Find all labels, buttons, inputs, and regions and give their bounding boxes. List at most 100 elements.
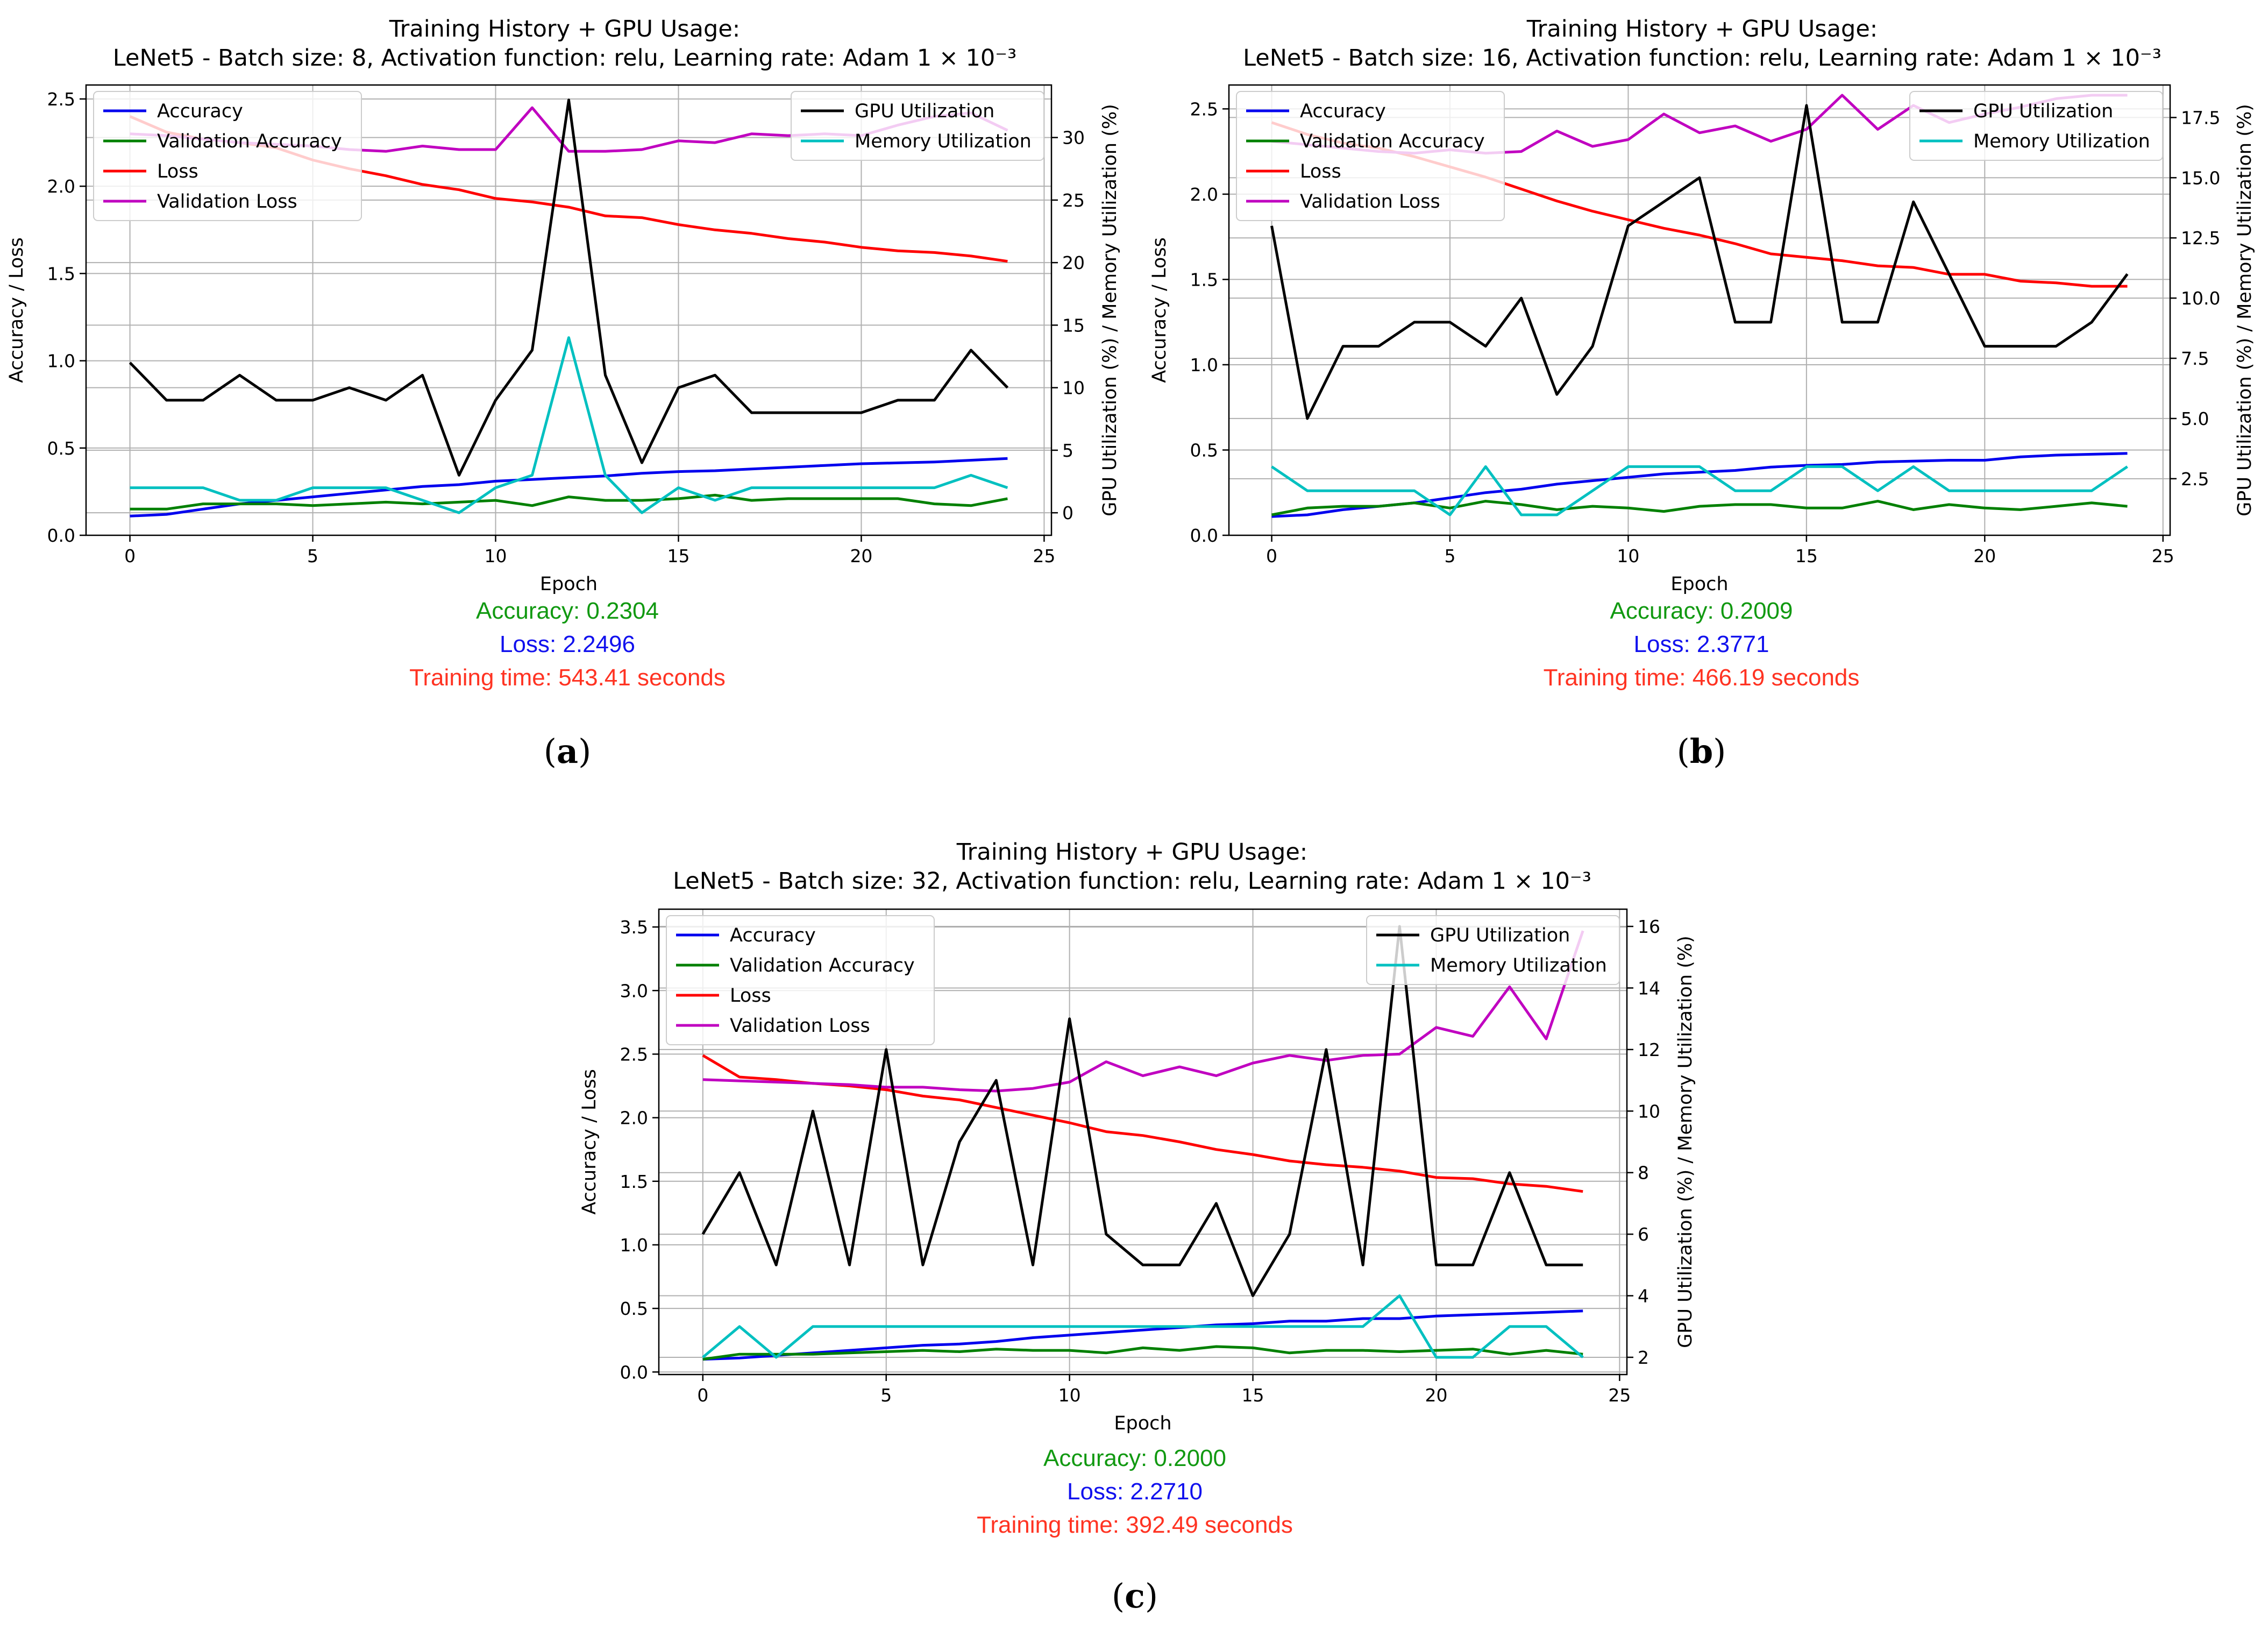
- y2-tick-label: 4: [1638, 1286, 1649, 1307]
- legend-box: [1909, 91, 2163, 161]
- legend-label-validation-loss: Validation Loss: [1300, 191, 1440, 213]
- chart-b: Training History + GPU Usage:LeNet5 - Ba…: [1149, 16, 2256, 595]
- y2-tick-label: 2: [1638, 1347, 1649, 1368]
- y2-tick-label: 10.0: [2181, 288, 2220, 309]
- y-tick-label: 2.0: [1190, 184, 1218, 205]
- series-line-memory-utilization: [130, 336, 1008, 514]
- plot-frame: [658, 908, 1628, 1376]
- x-tick-label: 15: [667, 546, 689, 566]
- y2-axis-label: GPU Utilization (%) / Memory Utilization…: [1099, 104, 1121, 516]
- chart-subtitle: LeNet5 - Batch size: 32, Activation func…: [673, 868, 1591, 895]
- y-tick-label: 0.5: [1190, 440, 1218, 461]
- y-tick-label: 1.5: [620, 1171, 648, 1192]
- y2-tick-label: 7.5: [2181, 348, 2209, 369]
- stats-b: Accuracy: 0.2009 Loss: 2.3771 Training t…: [1135, 594, 2268, 695]
- stat-accuracy: Accuracy: 0.2009: [1610, 598, 1793, 624]
- series-line-gpu-utilization: [1270, 104, 2129, 420]
- legend-label-accuracy: Accuracy: [1300, 101, 1386, 122]
- legend-label-validation-accuracy: Validation Accuracy: [1300, 131, 1485, 152]
- legend-box: [93, 91, 362, 221]
- x-tick-label: 25: [2152, 546, 2174, 566]
- y2-tick-label: 15.0: [2181, 167, 2220, 188]
- series-line-validation-accuracy: [130, 493, 1008, 511]
- x-tick-label: 15: [1795, 546, 1818, 566]
- stat-training-time: Training time: 392.49 seconds: [977, 1512, 1293, 1538]
- x-tick-label: 15: [1242, 1385, 1264, 1406]
- y-tick-label: 1.0: [1190, 355, 1218, 376]
- legend-label-accuracy: Accuracy: [730, 925, 816, 946]
- y-tick-label: 0.0: [47, 525, 75, 546]
- y2-tick-label: 14: [1638, 978, 1660, 998]
- x-tick-label: 10: [1058, 1385, 1081, 1406]
- x-axis-label: Epoch: [1114, 1413, 1171, 1434]
- chart-title: Training History + GPU Usage:: [389, 16, 741, 43]
- y-tick-label: 0.0: [620, 1362, 648, 1383]
- x-tick-label: 10: [485, 546, 507, 566]
- stat-training-time: Training time: 466.19 seconds: [1543, 664, 1860, 691]
- legend-label-validation-accuracy: Validation Accuracy: [730, 955, 915, 976]
- chart-title: Training History + GPU Usage:: [1526, 16, 1878, 43]
- x-tick-label: 20: [1425, 1385, 1447, 1406]
- legend-label-loss: Loss: [1300, 161, 1341, 182]
- y2-tick-label: 12.5: [2181, 228, 2220, 249]
- legend-label-gpu-utilization: GPU Utilization: [1973, 101, 2113, 122]
- y2-tick-label: 2.5: [2181, 469, 2209, 490]
- chart-a: Training History + GPU Usage:LeNet5 - Ba…: [6, 16, 1121, 595]
- y2-tick-label: 20: [1062, 252, 1085, 273]
- x-tick-label: 0: [1266, 546, 1277, 566]
- x-tick-label: 0: [124, 546, 136, 566]
- x-tick-label: 0: [697, 1385, 708, 1406]
- series-line-memory-utilization: [702, 1294, 1584, 1359]
- chart-c: Training History + GPU Usage:LeNet5 - Ba…: [579, 839, 1696, 1434]
- stats-c: Accuracy: 0.2000 Loss: 2.2710 Training t…: [538, 1442, 1732, 1542]
- plot-frame: [1228, 84, 2171, 536]
- y-tick-label: 3.5: [620, 917, 648, 938]
- stat-accuracy: Accuracy: 0.2000: [1043, 1445, 1226, 1471]
- stat-accuracy: Accuracy: 0.2304: [476, 598, 659, 624]
- y-axis-label: Accuracy / Loss: [1149, 237, 1170, 383]
- y2-axis-label: GPU Utilization (%) / Memory Utilization…: [2234, 104, 2256, 516]
- y-tick-label: 2.0: [47, 176, 75, 197]
- y-tick-label: 2.0: [620, 1108, 648, 1129]
- x-axis-label: Epoch: [540, 573, 598, 595]
- legend-label-validation-accuracy: Validation Accuracy: [157, 131, 342, 152]
- legend-label-validation-loss: Validation Loss: [157, 191, 297, 213]
- chart-subtitle: LeNet5 - Batch size: 8, Activation funct…: [113, 45, 1016, 72]
- x-tick-label: 5: [307, 546, 318, 566]
- stats-a: Accuracy: 0.2304 Loss: 2.2496 Training t…: [0, 594, 1135, 695]
- legend-label-memory-utilization: Memory Utilization: [1973, 131, 2150, 152]
- y-tick-label: 0.5: [47, 438, 75, 459]
- series-line-memory-utilization: [1271, 465, 2128, 516]
- y2-tick-label: 10: [1638, 1101, 1660, 1122]
- x-axis-label: Epoch: [1670, 573, 1728, 595]
- x-tick-label: 10: [1617, 546, 1639, 566]
- legend-label-accuracy: Accuracy: [157, 101, 243, 122]
- y-tick-label: 3.0: [620, 980, 648, 1001]
- y-tick-label: 2.5: [620, 1044, 648, 1065]
- sublabel-a: (a): [543, 732, 592, 771]
- legend-label-memory-utilization: Memory Utilization: [1430, 955, 1607, 976]
- legend-label-gpu-utilization: GPU Utilization: [855, 101, 994, 122]
- panel-a: Training History + GPU Usage: LeNet5 - Ba…: [0, 0, 1135, 796]
- y-tick-label: 1.5: [47, 263, 75, 284]
- y2-tick-label: 15: [1062, 315, 1085, 336]
- sublabel-c: (c): [1111, 1576, 1158, 1616]
- y2-tick-label: 17.5: [2181, 107, 2220, 128]
- legend-label-gpu-utilization: GPU Utilization: [1430, 925, 1570, 946]
- x-tick-label: 25: [1033, 546, 1055, 566]
- x-tick-label: 5: [880, 1385, 892, 1406]
- stat-loss: Loss: 2.2496: [500, 631, 635, 657]
- y-tick-label: 2.5: [1190, 98, 1218, 119]
- x-tick-label: 5: [1444, 546, 1455, 566]
- y2-tick-label: 5.0: [2181, 408, 2209, 429]
- y2-axis-label: GPU Utilization (%) / Memory Utilization…: [1675, 936, 1696, 1348]
- chart-subtitle: LeNet5 - Batch size: 16, Activation func…: [1243, 45, 2162, 72]
- series-line-validation-loss: [702, 930, 1584, 1093]
- series-line-gpu-utilization: [129, 98, 1009, 477]
- x-tick-label: 20: [850, 546, 872, 566]
- x-tick-label: 25: [1608, 1385, 1631, 1406]
- legend-label-loss: Loss: [730, 985, 771, 1007]
- y2-tick-label: 12: [1638, 1039, 1660, 1060]
- x-tick-label: 20: [1973, 546, 1996, 566]
- y-tick-label: 1.5: [1190, 269, 1218, 290]
